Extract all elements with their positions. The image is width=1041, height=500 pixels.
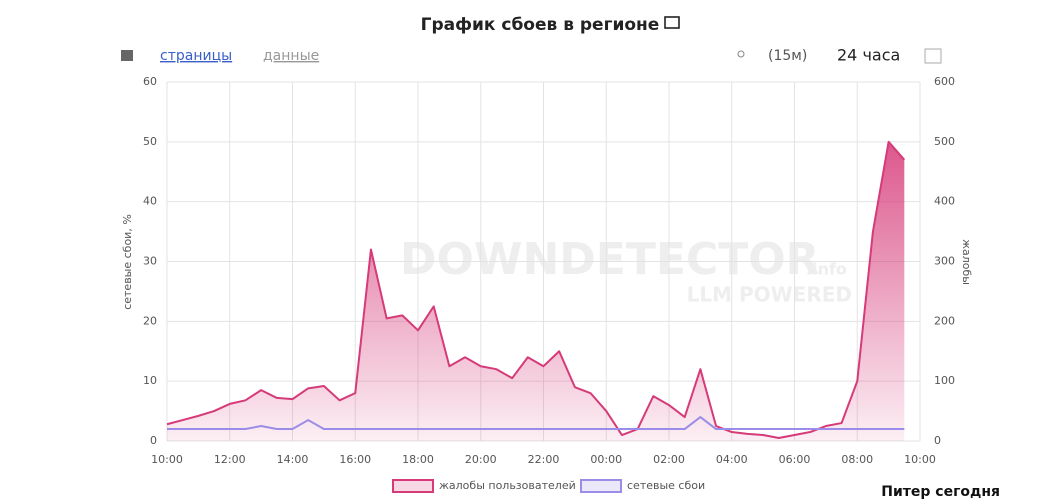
x-tick-label: 00:00 [590, 453, 622, 466]
x-tick-label: 12:00 [214, 453, 246, 466]
y-tick-label: 40 [143, 195, 157, 208]
camera-icon[interactable] [121, 50, 133, 61]
footer: Питер сегодня [881, 484, 1000, 500]
x-tick-label: 08:00 [841, 453, 873, 466]
watermark: .info [806, 260, 847, 279]
user-icon[interactable] [737, 50, 745, 58]
legend-label: сетевые сбои [627, 479, 705, 492]
tab[interactable]: страницы [160, 48, 232, 64]
watermark: DOWNDETECTOR [400, 234, 820, 285]
y2-tick-label: 0 [934, 434, 941, 447]
y2-tick-label: 100 [934, 374, 955, 387]
x-tick-label: 10:00 [904, 453, 936, 466]
x-tick-label: 04:00 [716, 453, 748, 466]
x-tick-label: 02:00 [653, 453, 685, 466]
area [167, 141, 905, 442]
y-tick-label: 30 [143, 255, 157, 268]
x-tick-label: 14:00 [277, 453, 309, 466]
x-tick-label: 22:00 [528, 453, 560, 466]
y-tick-label: 50 [143, 135, 157, 148]
y-tick-label: 10 [143, 374, 157, 387]
y2-tick-label: 300 [934, 255, 955, 268]
y2-axis-label: жалобы [960, 239, 973, 285]
watermark: LLM POWERED [687, 283, 852, 307]
line [166, 140, 906, 440]
y-axis-label: сетевые сбои, % [121, 214, 134, 310]
legend-swatch [580, 479, 622, 493]
calendar-icon[interactable] [924, 48, 942, 64]
range[interactable]: 24 часа [837, 46, 900, 65]
x-tick-label: 16:00 [339, 453, 371, 466]
x-tick-label: 10:00 [151, 453, 183, 466]
y2-tick-label: 600 [934, 75, 955, 88]
y-tick-label: 60 [143, 75, 157, 88]
monitor-icon [664, 16, 680, 29]
y2-tick-label: 200 [934, 314, 955, 327]
x-tick-label: 06:00 [779, 453, 811, 466]
legend-label: жалобы пользователей [439, 479, 576, 492]
y2-tick-label: 400 [934, 195, 955, 208]
y2-tick-label: 500 [934, 135, 955, 148]
y-tick-label: 0 [150, 434, 157, 447]
x-tick-label: 18:00 [402, 453, 434, 466]
y-tick-label: 20 [143, 314, 157, 327]
tab[interactable]: данные [263, 48, 319, 64]
legend-swatch [392, 479, 434, 493]
x-tick-label: 20:00 [465, 453, 497, 466]
line [167, 416, 905, 431]
interval[interactable]: (15м) [768, 48, 807, 64]
chart-title: График сбоев в регионе [421, 15, 660, 35]
